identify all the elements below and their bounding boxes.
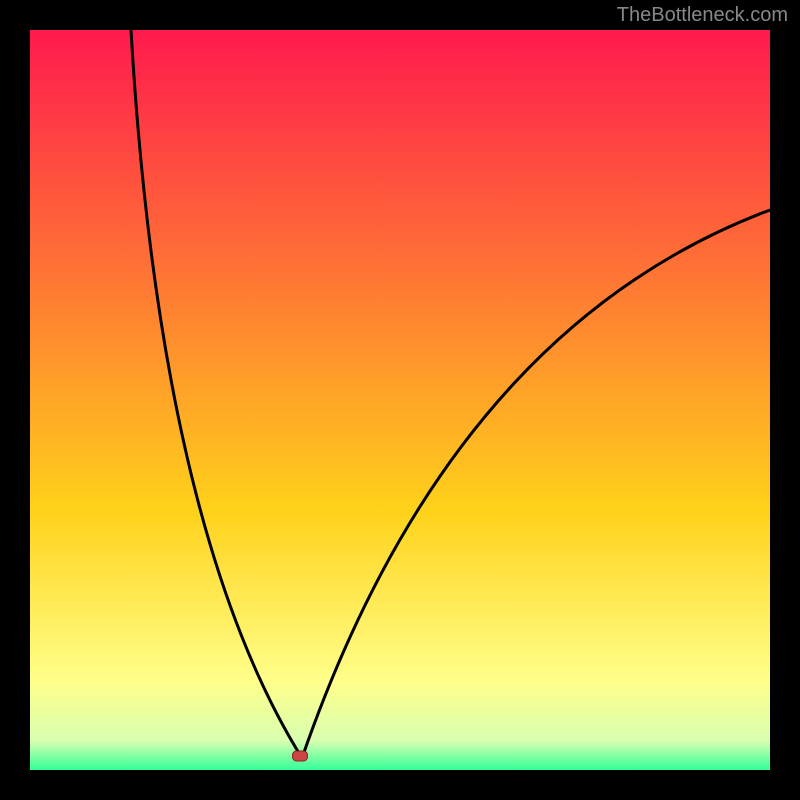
- chart-container: TheBottleneck.com: [0, 0, 800, 800]
- watermark-text: TheBottleneck.com: [617, 4, 788, 27]
- curve-marker: [293, 751, 308, 761]
- curve-path: [131, 30, 770, 758]
- plot-area: [30, 30, 770, 770]
- bottleneck-curve: [30, 30, 770, 770]
